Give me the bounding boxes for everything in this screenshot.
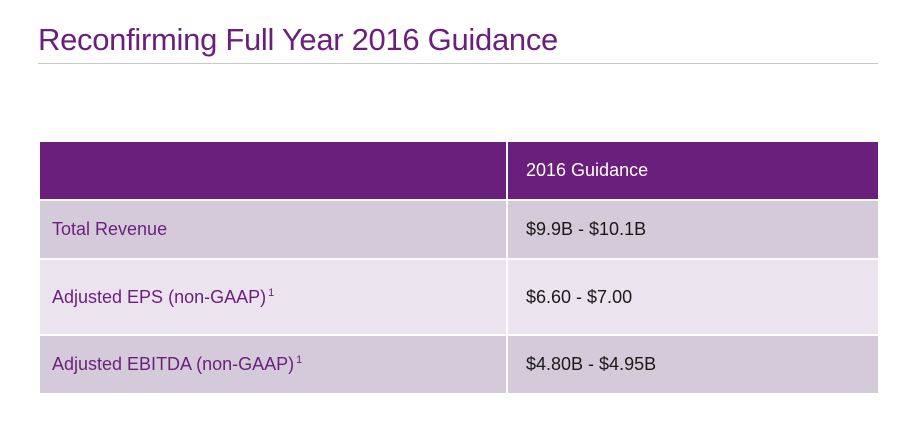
header-cell-guidance: 2016 Guidance (506, 142, 878, 200)
metric-cell: Adjusted EPS (non-GAAP) 1 (40, 258, 507, 335)
slide-title: Reconfirming Full Year 2016 Guidance (38, 22, 558, 57)
title-divider (38, 63, 878, 64)
guidance-value-cell: $9.9B - $10.1B (506, 199, 878, 259)
metric-cell: Adjusted EBITDA (non-GAAP) 1 (40, 334, 507, 393)
guidance-value-cell: $6.60 - $7.00 (506, 258, 878, 335)
table-header-row: 2016 Guidance (40, 142, 878, 200)
metric-label: Total Revenue (52, 219, 168, 239)
metric-label: Adjusted EBITDA (non-GAAP) (52, 354, 295, 374)
table-row: Adjusted EBITDA (non-GAAP) 1 $4.80B - $4.… (40, 334, 878, 393)
metric-label: Adjusted EPS (non-GAAP) (52, 286, 267, 307)
guidance-table: 2016 Guidance Total Revenue $9.9B - $10.… (40, 142, 878, 393)
table-row: Adjusted EPS (non-GAAP) 1 $6.60 - $7.00 (40, 258, 878, 335)
table-row: Total Revenue $9.9B - $10.1B (40, 199, 878, 259)
footnote-marker: 1 (296, 354, 303, 366)
header-cell-metric (40, 142, 507, 200)
footnote-marker: 1 (268, 286, 275, 299)
metric-cell: Total Revenue (40, 199, 507, 259)
guidance-value-cell: $4.80B - $4.95B (506, 334, 878, 393)
